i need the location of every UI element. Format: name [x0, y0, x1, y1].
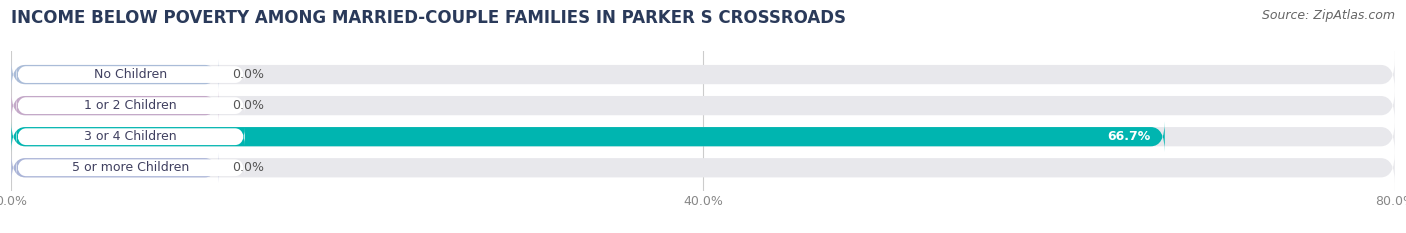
FancyBboxPatch shape — [11, 59, 219, 90]
Text: No Children: No Children — [94, 68, 167, 81]
FancyBboxPatch shape — [11, 153, 219, 183]
FancyBboxPatch shape — [17, 159, 245, 177]
FancyBboxPatch shape — [17, 128, 245, 146]
Text: Source: ZipAtlas.com: Source: ZipAtlas.com — [1261, 9, 1395, 22]
FancyBboxPatch shape — [17, 65, 245, 84]
FancyBboxPatch shape — [11, 153, 1395, 183]
Text: 1 or 2 Children: 1 or 2 Children — [84, 99, 177, 112]
FancyBboxPatch shape — [11, 90, 219, 121]
Text: 0.0%: 0.0% — [232, 161, 264, 174]
Text: INCOME BELOW POVERTY AMONG MARRIED-COUPLE FAMILIES IN PARKER S CROSSROADS: INCOME BELOW POVERTY AMONG MARRIED-COUPL… — [11, 9, 846, 27]
FancyBboxPatch shape — [11, 90, 1395, 121]
Text: 5 or more Children: 5 or more Children — [72, 161, 190, 174]
Text: 0.0%: 0.0% — [232, 68, 264, 81]
FancyBboxPatch shape — [11, 121, 1395, 152]
Text: 0.0%: 0.0% — [232, 99, 264, 112]
FancyBboxPatch shape — [17, 97, 245, 115]
Text: 66.7%: 66.7% — [1108, 130, 1152, 143]
FancyBboxPatch shape — [11, 59, 1395, 90]
Text: 3 or 4 Children: 3 or 4 Children — [84, 130, 177, 143]
FancyBboxPatch shape — [11, 121, 1164, 152]
